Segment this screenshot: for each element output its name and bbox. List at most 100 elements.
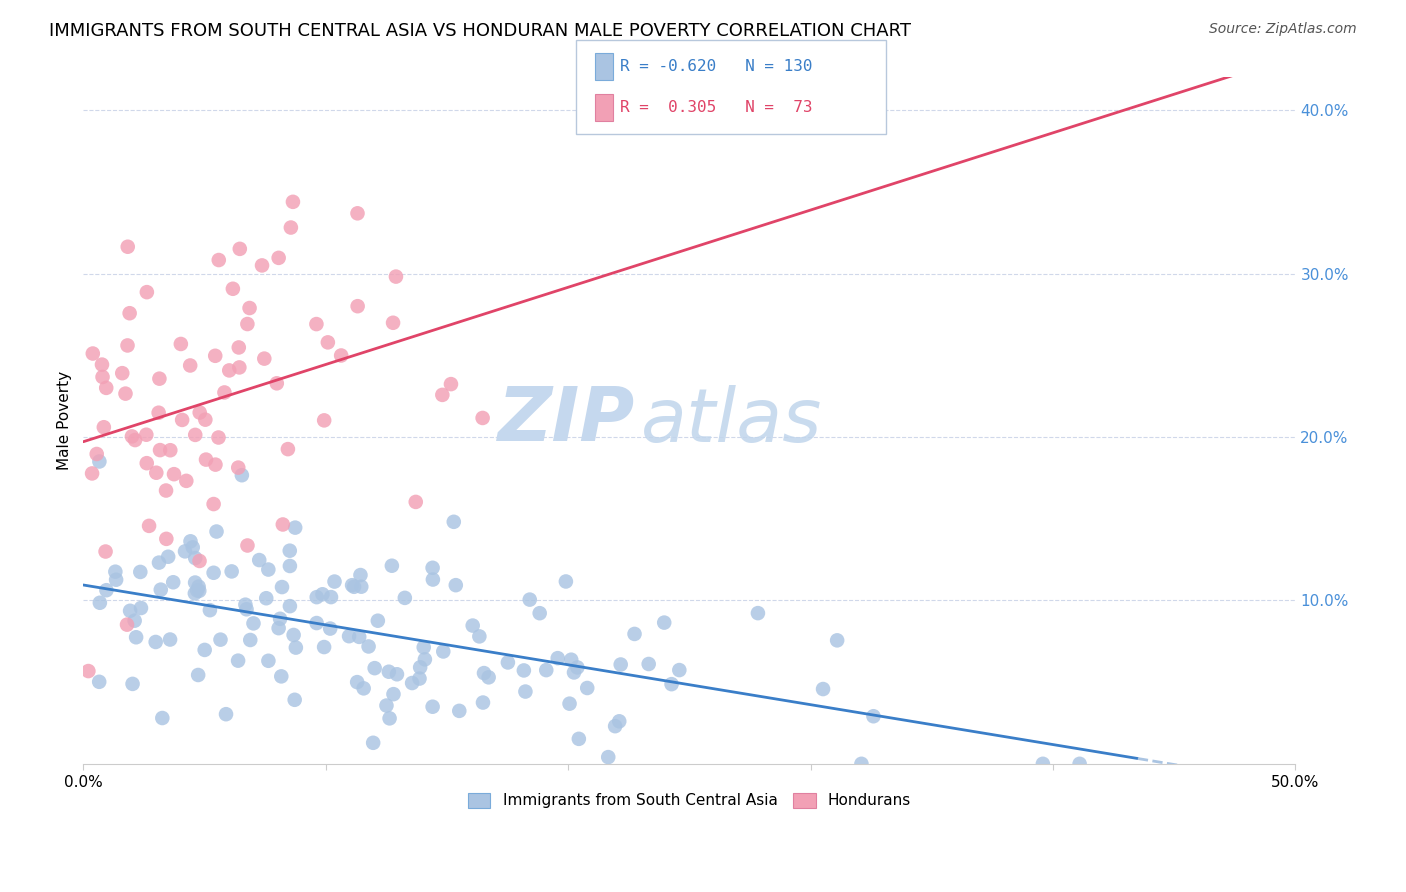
Point xyxy=(198,603,221,617)
Point xyxy=(513,664,536,678)
Text: IMMIGRANTS FROM SOUTH CENTRAL ASIA VS HONDURAN MALE POVERTY CORRELATION CHART: IMMIGRANTS FROM SOUTH CENTRAL ASIA VS HO… xyxy=(49,22,911,40)
Point xyxy=(267,621,290,635)
Point xyxy=(330,349,353,363)
Point xyxy=(148,556,170,570)
Point xyxy=(149,582,172,597)
Point xyxy=(135,456,157,470)
Point xyxy=(194,412,217,426)
Point xyxy=(89,674,111,689)
Point xyxy=(281,194,304,209)
Point xyxy=(278,543,301,558)
Point xyxy=(536,663,558,677)
Point xyxy=(204,458,226,472)
Point xyxy=(432,644,454,658)
Point xyxy=(215,707,238,722)
Point xyxy=(519,592,541,607)
Point xyxy=(862,709,884,723)
Point xyxy=(1032,756,1054,771)
Point xyxy=(80,467,103,481)
Point xyxy=(96,583,118,598)
Point xyxy=(94,544,117,558)
Point xyxy=(86,447,108,461)
Point xyxy=(174,544,197,558)
Point xyxy=(346,675,368,690)
Point xyxy=(195,452,218,467)
Point xyxy=(385,269,408,284)
Point xyxy=(267,251,290,265)
Point xyxy=(422,561,444,575)
Point xyxy=(162,575,184,590)
Point xyxy=(269,612,291,626)
Point xyxy=(496,656,519,670)
Point xyxy=(236,317,259,331)
Point xyxy=(367,614,389,628)
Point xyxy=(218,363,240,377)
Point xyxy=(283,628,305,642)
Point xyxy=(311,587,333,601)
Point xyxy=(157,549,180,564)
Point xyxy=(155,483,177,498)
Point xyxy=(187,668,209,682)
Point xyxy=(529,606,551,620)
Text: ZIP: ZIP xyxy=(498,384,636,457)
Point xyxy=(576,681,599,695)
Point xyxy=(170,337,193,351)
Point xyxy=(117,240,139,254)
Point xyxy=(277,442,299,456)
Point xyxy=(554,574,576,589)
Point xyxy=(148,372,170,386)
Point xyxy=(129,601,152,615)
Point xyxy=(478,670,501,684)
Point xyxy=(207,430,229,444)
Point xyxy=(121,677,143,691)
Point xyxy=(375,698,398,713)
Point xyxy=(242,616,264,631)
Point xyxy=(104,565,127,579)
Point xyxy=(250,259,273,273)
Point xyxy=(179,359,201,373)
Point xyxy=(96,381,118,395)
Point xyxy=(661,677,683,691)
Point xyxy=(382,687,405,701)
Point xyxy=(568,731,591,746)
Point xyxy=(184,575,207,590)
Point xyxy=(266,376,288,391)
Point xyxy=(346,299,368,313)
Point xyxy=(284,640,307,655)
Point xyxy=(468,629,491,643)
Point xyxy=(394,591,416,605)
Point xyxy=(188,583,211,598)
Point xyxy=(121,429,143,443)
Point xyxy=(253,351,276,366)
Point xyxy=(440,377,463,392)
Point xyxy=(349,568,371,582)
Point xyxy=(472,696,495,710)
Point xyxy=(444,578,467,592)
Point xyxy=(337,629,360,643)
Point xyxy=(208,253,231,268)
Point xyxy=(305,590,328,604)
Point xyxy=(609,657,631,672)
Point xyxy=(472,666,495,681)
Point xyxy=(284,521,307,535)
Point xyxy=(229,242,252,256)
Point xyxy=(280,220,302,235)
Point xyxy=(228,360,250,375)
Text: Source: ZipAtlas.com: Source: ZipAtlas.com xyxy=(1209,22,1357,37)
Point xyxy=(202,566,225,580)
Point xyxy=(413,652,436,666)
Point xyxy=(159,443,181,458)
Point xyxy=(412,640,434,655)
Point xyxy=(111,366,134,380)
Point xyxy=(209,632,232,647)
Point xyxy=(278,559,301,574)
Point xyxy=(350,580,373,594)
Point xyxy=(214,385,236,400)
Point xyxy=(135,285,157,300)
Point xyxy=(378,665,401,679)
Point xyxy=(105,573,128,587)
Point xyxy=(357,640,380,654)
Point xyxy=(77,664,100,678)
Point xyxy=(284,693,307,707)
Point xyxy=(409,660,432,674)
